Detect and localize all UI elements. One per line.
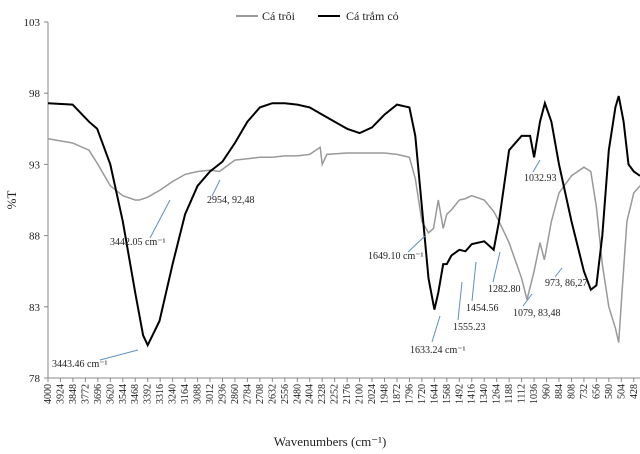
x-tick-label: 2936 [217, 384, 228, 404]
x-tick-label: 3848 [68, 384, 79, 404]
y-tick-label: 103 [24, 17, 41, 29]
x-tick-label: 2328 [317, 384, 328, 404]
annotation: 1282.80 [488, 284, 521, 295]
legend-label: Cá trắm cỏ [346, 9, 399, 23]
x-tick-label: 1796 [404, 384, 415, 404]
x-tick-label: 3772 [80, 384, 91, 404]
x-tick-label: 732 [579, 384, 590, 399]
annotation-leader [431, 315, 441, 343]
x-tick-label: 656 [591, 384, 602, 399]
annotation: 1555.23 [453, 322, 486, 333]
annotation: 3442.05 cm⁻¹ [110, 237, 166, 248]
x-tick-label: 580 [604, 384, 615, 399]
annotation: 1649.10 cm⁻¹ [368, 251, 424, 262]
x-tick-label: 1948 [380, 384, 391, 404]
x-tick-label: 2176 [342, 384, 353, 404]
x-tick-label: 3392 [143, 384, 154, 404]
annotation: 1032.93 [524, 173, 557, 184]
spectrum-line [47, 95, 640, 348]
annotation-leader [211, 179, 221, 197]
annotation: 1454.56 [466, 303, 499, 314]
x-tick-label: 504 [616, 384, 627, 399]
x-tick-label: 2860 [230, 384, 241, 404]
annotation-leader [532, 159, 541, 173]
x-tick-label: 3012 [205, 384, 216, 404]
annotation-leader [99, 349, 139, 361]
x-tick-label: 3316 [155, 384, 166, 404]
x-tick-label: 3088 [193, 384, 204, 404]
y-tick-label: 83 [29, 302, 41, 314]
annotation-leader [522, 293, 533, 307]
y-tick-label: 98 [29, 88, 41, 100]
x-tick-label: 1416 [467, 384, 478, 404]
x-tick-label: 1188 [504, 384, 515, 404]
x-tick-label: 3696 [93, 384, 104, 404]
x-tick-label: 884 [554, 384, 565, 399]
annotation-leader [149, 199, 171, 239]
x-axis-label: Wavenumbers (cm⁻¹) [274, 434, 387, 449]
x-tick-label: 1720 [417, 384, 428, 404]
x-tick-label: 2100 [355, 384, 366, 404]
annotation-leader [554, 267, 563, 278]
x-tick-label: 1264 [492, 384, 503, 404]
y-axis-label: %T [4, 191, 19, 210]
annotation: 1633.24 cm⁻¹ [410, 345, 466, 356]
x-tick-label: 1340 [479, 384, 490, 404]
x-tick-label: 1644 [429, 384, 440, 404]
x-tick-label: 2252 [330, 384, 341, 404]
annotation-leader [492, 251, 501, 283]
x-tick-label: 2708 [255, 384, 266, 404]
x-tick-label: 3468 [130, 384, 141, 404]
x-tick-label: 2024 [367, 384, 378, 404]
annotation-leader [471, 261, 477, 302]
spectrum-line [47, 138, 640, 343]
x-tick-label: 2632 [267, 384, 278, 404]
x-tick-label: 1112 [517, 384, 528, 403]
annotation: 973, 86,27 [545, 278, 588, 289]
x-tick-label: 428 [629, 384, 640, 399]
annotation: 1079, 83,48 [513, 308, 561, 319]
x-tick-label: 3924 [55, 384, 66, 404]
annotation: 2954, 92,48 [207, 195, 255, 206]
x-tick-label: 1872 [392, 384, 403, 404]
x-tick-label: 1036 [529, 384, 540, 404]
y-tick-label: 78 [29, 373, 41, 385]
x-tick-label: 3240 [168, 384, 179, 404]
annotation: 3443.46 cm⁻¹ [52, 359, 108, 370]
annotation-leader [407, 235, 426, 253]
x-tick-label: 960 [542, 384, 553, 399]
x-tick-label: 3620 [105, 384, 116, 404]
x-tick-label: 808 [566, 384, 577, 399]
annotation-leader [457, 281, 463, 321]
y-tick-label: 93 [29, 159, 41, 171]
x-tick-label: 2480 [292, 384, 303, 404]
x-tick-label: 3544 [118, 384, 129, 404]
x-tick-label: 1492 [454, 384, 465, 404]
x-tick-label: 2556 [280, 384, 291, 404]
x-tick-label: 3164 [180, 384, 191, 404]
x-tick-label: 2784 [242, 384, 253, 404]
y-tick-label: 88 [29, 231, 41, 243]
x-tick-label: 4000 [43, 384, 54, 404]
legend-label: Cá trôi [262, 9, 296, 23]
x-tick-label: 2404 [305, 384, 316, 404]
x-tick-label: 1568 [442, 384, 453, 404]
